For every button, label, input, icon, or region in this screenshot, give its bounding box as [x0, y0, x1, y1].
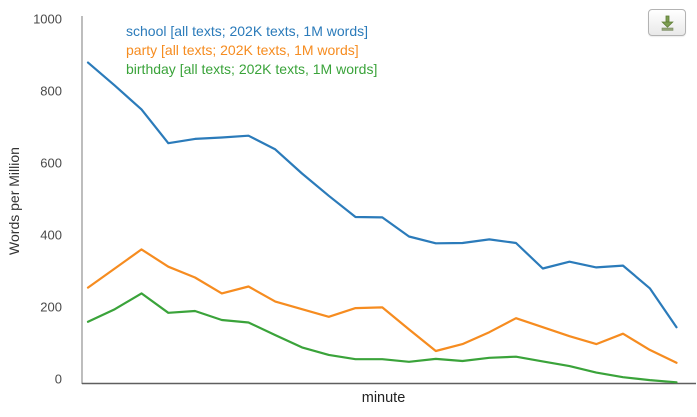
series-line-party	[86, 248, 678, 364]
series-line-school	[86, 61, 678, 329]
y-tick-label: 1000	[33, 12, 62, 27]
legend: school [all texts; 202K texts, 1M words]…	[126, 22, 377, 79]
y-tick-label: 600	[40, 156, 62, 171]
download-button[interactable]	[648, 9, 686, 36]
y-tick-label: 400	[40, 228, 62, 243]
y-tick-label: 0	[55, 372, 62, 387]
legend-item-school: school [all texts; 202K texts, 1M words]	[126, 23, 368, 39]
legend-item-birthday: birthday [all texts; 202K texts, 1M word…	[126, 61, 378, 77]
y-axis-title: Words per Million	[6, 147, 22, 255]
y-tick-label: 800	[40, 84, 62, 99]
legend-item-party: party [all texts; 202K texts, 1M words]	[126, 42, 359, 58]
x-axis-title: minute	[361, 390, 406, 406]
y-tick-label: 200	[40, 300, 62, 315]
download-arrow-icon	[660, 15, 674, 31]
series-line-birthday	[86, 292, 678, 384]
